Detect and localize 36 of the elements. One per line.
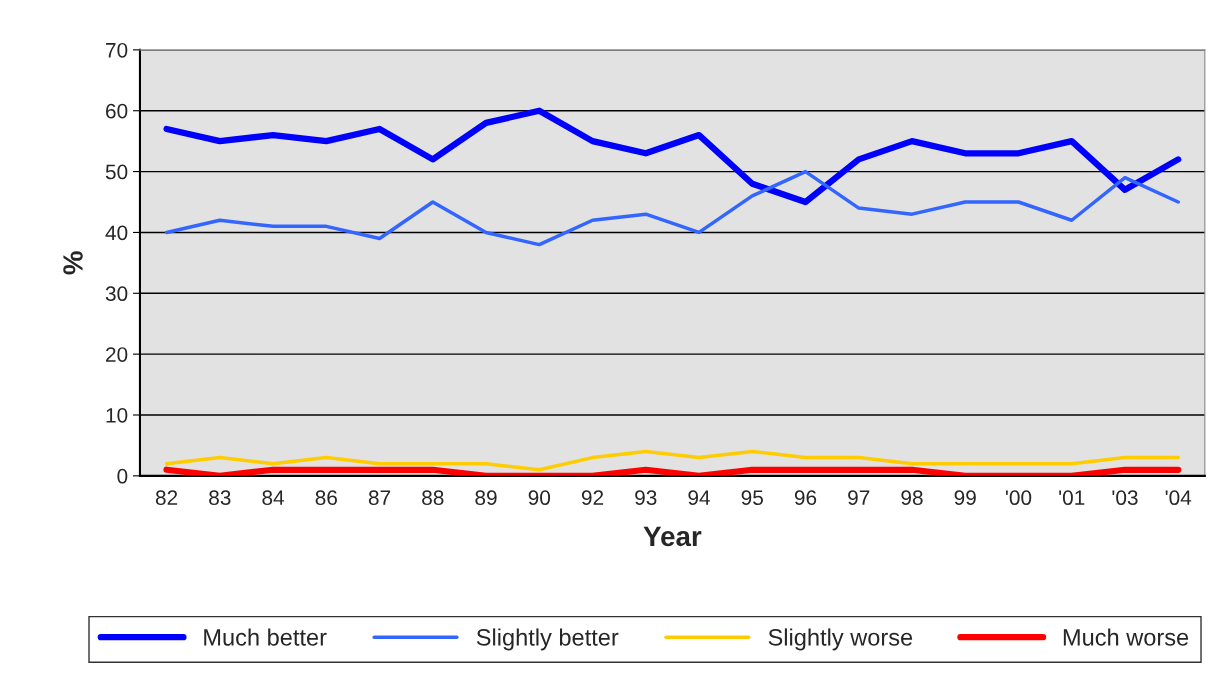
x-tick-label: 94 xyxy=(688,490,710,506)
line-series xyxy=(164,449,1180,472)
y-tick-label: 40 xyxy=(105,225,128,241)
x-tick-label: 93 xyxy=(635,490,657,506)
y-tick-label: 10 xyxy=(106,407,128,423)
x-tick-label: 90 xyxy=(528,490,551,506)
x-tick-label: '00 xyxy=(1005,490,1032,506)
legend-label: Much better xyxy=(204,628,327,646)
x-tick-label: '03 xyxy=(1112,490,1138,506)
x-tick-label: 92 xyxy=(581,490,604,506)
x-tick-label: '04 xyxy=(1165,490,1192,506)
y-tick-label: 70 xyxy=(106,42,128,58)
legend-label: Slightly worse xyxy=(768,628,913,651)
x-tick-label: 82 xyxy=(155,490,178,506)
y-tick-label: 0 xyxy=(117,468,128,484)
legend-label: Much worse xyxy=(1063,628,1189,646)
x-tick-label: 83 xyxy=(209,490,231,506)
legend-label: Slightly better xyxy=(476,628,619,651)
x-tick-label: 89 xyxy=(475,490,497,506)
y-tick-label: 60 xyxy=(106,103,128,119)
y-axis-title: % xyxy=(63,251,83,275)
y-tick-label: 50 xyxy=(105,164,128,180)
x-tick-label: '01 xyxy=(1059,490,1085,506)
y-tick-label: 20 xyxy=(106,347,128,362)
x-tick-label: 98 xyxy=(901,490,923,506)
x-tick-label: 96 xyxy=(794,490,817,506)
x-tick-label: 95 xyxy=(741,490,763,506)
x-tick-label: 88 xyxy=(422,490,444,506)
x-tick-label: 97 xyxy=(848,490,870,506)
x-tick-label: 84 xyxy=(262,490,285,506)
x-tick-label: 99 xyxy=(954,490,976,506)
line-series xyxy=(164,169,1180,247)
y-tick-label: 30 xyxy=(105,286,128,302)
x-tick-label: 87 xyxy=(368,490,391,506)
x-axis-title: Year xyxy=(643,526,702,547)
x-tick-label: 86 xyxy=(315,490,337,506)
